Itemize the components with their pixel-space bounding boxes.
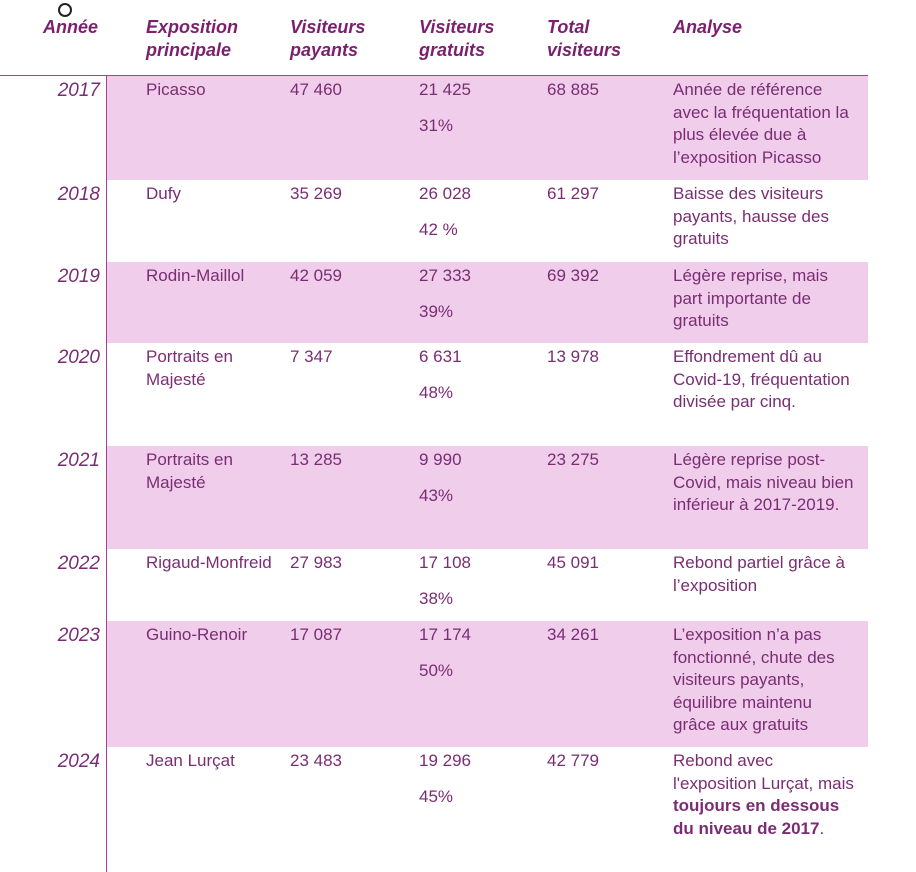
cell-analyse: Rebond partiel grâce à l’exposition [673, 553, 846, 595]
cell-exposition: Rigaud-Monfreid [146, 553, 272, 572]
cell-gratuits-percent: 39% [419, 301, 454, 321]
cell-total: 34 261 [547, 625, 599, 644]
cell-gratuits: 19 296 45% [419, 750, 471, 808]
cell-analyse: Effondrement dû au Covid-19, fréquentati… [673, 347, 850, 411]
cell-exposition: Guino-Renoir [146, 625, 248, 644]
cell-exposition: Portraits en Majesté [146, 450, 233, 492]
table-row: 2018 Dufy 35 269 26 028 42 % 61 297 Baiss… [0, 180, 868, 262]
table-row: 2020 Portraits en Majesté 7 347 6 631 48%… [0, 343, 868, 446]
cell-payants: 23 483 [290, 751, 342, 770]
cell-total: 45 091 [547, 553, 599, 572]
table-row: 2021 Portraits en Majesté 13 285 9 990 43… [0, 446, 868, 549]
cell-payants: 35 269 [290, 184, 342, 203]
cell-gratuits-percent: 48% [419, 382, 454, 402]
cell-analyse: L’exposition n’a pas fonctionné, chute d… [673, 625, 835, 734]
cell-exposition: Rodin-Maillol [146, 266, 245, 285]
cell-gratuits: 9 990 43% [419, 449, 462, 507]
cell-analyse: Légère reprise, mais part importante de … [673, 266, 828, 330]
cell-exposition: Picasso [146, 80, 206, 99]
cell-gratuits: 17 174 50% [419, 624, 471, 682]
cell-gratuits: 27 333 39% [419, 265, 471, 323]
row-shading [107, 76, 868, 180]
cell-payants: 17 087 [290, 625, 342, 644]
header-year: Année [42, 17, 98, 37]
cell-gratuits-percent: 50% [419, 660, 454, 680]
year-column-divider [106, 75, 107, 872]
cell-gratuits-percent: 45% [419, 786, 454, 806]
header-payants: Visiteurs payants [290, 17, 366, 60]
mouse-cursor-icon [58, 3, 72, 17]
cell-exposition: Portraits en Majesté [146, 347, 233, 389]
cell-exposition: Dufy [146, 184, 181, 203]
cell-gratuits-percent: 38% [419, 588, 454, 608]
cell-year: 2024 [57, 751, 100, 772]
cell-payants: 42 059 [290, 266, 342, 285]
cell-year: 2020 [57, 347, 100, 368]
header-gratuits: Visiteurs gratuits [419, 17, 495, 60]
cell-analyse: Légère reprise post-Covid, mais niveau b… [673, 450, 854, 514]
cell-year: 2018 [57, 184, 100, 205]
cell-payants: 7 347 [290, 347, 333, 366]
cell-gratuits: 26 028 42 % [419, 183, 471, 241]
row-shading [107, 446, 868, 549]
cell-analyse: Rebond avec l'exposition Lurçat, mais to… [673, 751, 854, 838]
table-row: 2023 Guino-Renoir 17 087 17 174 50% 34 26… [0, 621, 868, 747]
header-divider [0, 75, 868, 76]
header-analyse: Analyse [673, 17, 743, 37]
cell-gratuits: 6 631 48% [419, 346, 462, 404]
cell-total: 23 275 [547, 450, 599, 469]
cell-gratuits: 21 425 31% [419, 79, 471, 137]
cell-total: 69 392 [547, 266, 599, 285]
cell-payants: 47 460 [290, 80, 342, 99]
table-row: 2024 Jean Lurçat 23 483 19 296 45% 42 779… [0, 747, 868, 872]
cell-gratuits: 17 108 38% [419, 552, 471, 610]
cell-gratuits-percent: 43% [419, 485, 454, 505]
header-exposition: Exposition principale [146, 17, 239, 60]
cell-total: 61 297 [547, 184, 599, 203]
cell-year: 2019 [57, 266, 100, 287]
cell-total: 42 779 [547, 751, 599, 770]
cell-gratuits-percent: 42 % [419, 219, 458, 239]
cell-year: 2021 [57, 450, 100, 471]
cell-total: 13 978 [547, 347, 599, 366]
cell-year: 2023 [57, 625, 100, 646]
cell-gratuits-percent: 31% [419, 115, 454, 135]
row-shading [107, 621, 868, 747]
cell-analyse: Baisse des visiteurs payants, hausse des… [673, 184, 829, 248]
cell-total: 68 885 [547, 80, 599, 99]
cell-year: 2022 [57, 553, 100, 574]
cell-payants: 13 285 [290, 450, 342, 469]
row-shading [107, 262, 868, 343]
table-row: 2017 Picasso 47 460 21 425 31% 68 885 Ann… [0, 76, 868, 180]
table-row: 2022 Rigaud-Monfreid 27 983 17 108 38% 45… [0, 549, 868, 621]
cell-year: 2017 [57, 80, 100, 101]
cell-exposition: Jean Lurçat [146, 751, 235, 770]
cell-analyse: Année de référence avec la fréquentation… [673, 80, 849, 167]
cell-payants: 27 983 [290, 553, 342, 572]
header-total: Total visiteurs [547, 17, 622, 60]
table-row: 2019 Rodin-Maillol 42 059 27 333 39% 69 3… [0, 262, 868, 343]
